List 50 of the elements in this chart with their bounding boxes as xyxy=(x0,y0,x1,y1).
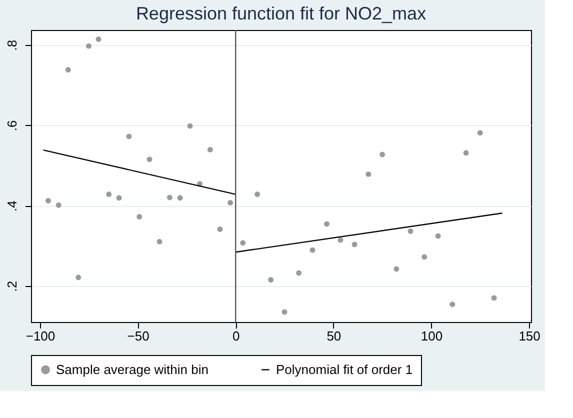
point xyxy=(166,194,172,200)
point xyxy=(136,214,142,220)
point xyxy=(296,270,302,276)
point xyxy=(217,226,223,232)
point xyxy=(477,130,483,136)
chart-title: Regression function fit for NO2_max xyxy=(136,3,426,24)
point xyxy=(86,43,92,49)
point xyxy=(254,192,260,198)
point xyxy=(65,67,71,72)
point xyxy=(207,146,213,152)
point xyxy=(116,195,122,201)
point xyxy=(282,309,288,315)
point xyxy=(187,123,193,129)
point xyxy=(240,240,246,246)
point xyxy=(177,195,183,201)
point xyxy=(156,238,162,244)
point xyxy=(352,242,358,248)
legend-label: Polynomial fit of order 1 xyxy=(276,362,413,377)
point xyxy=(408,228,414,234)
y-tick-label: .2 xyxy=(4,280,20,292)
x-tick-label: 100 xyxy=(420,328,443,344)
point xyxy=(463,150,469,156)
y-tick-label: .8 xyxy=(4,40,20,51)
point xyxy=(268,277,274,283)
point xyxy=(380,152,386,158)
point xyxy=(76,274,82,280)
point xyxy=(126,134,132,140)
point xyxy=(228,200,234,206)
legend-label: Sample average within bin xyxy=(56,362,208,377)
point xyxy=(56,202,62,208)
point xyxy=(435,233,441,239)
point xyxy=(366,171,372,177)
point xyxy=(310,247,316,253)
x-tick-label: 150 xyxy=(518,328,540,344)
point xyxy=(96,36,102,42)
x-tick-label: −50 xyxy=(127,328,150,344)
x-tick-label: −100 xyxy=(26,328,56,344)
point xyxy=(491,295,497,301)
x-tick-label: 50 xyxy=(326,328,342,344)
point xyxy=(106,192,112,198)
x-tick-label: 0 xyxy=(232,328,240,344)
point xyxy=(394,266,400,272)
point xyxy=(338,237,344,243)
y-tick-label: .6 xyxy=(4,120,20,132)
y-tick-label: .4 xyxy=(4,200,20,212)
point xyxy=(45,198,51,204)
point xyxy=(324,221,330,227)
point xyxy=(146,156,152,162)
point xyxy=(422,254,428,260)
point xyxy=(450,302,456,308)
